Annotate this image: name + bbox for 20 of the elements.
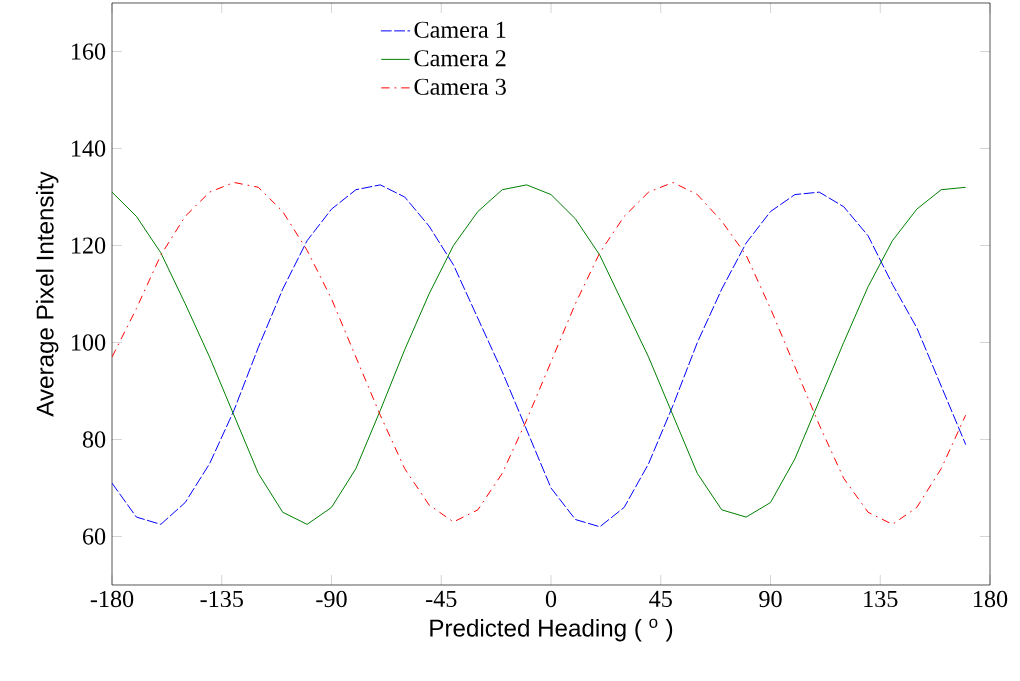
y-tick-label: 100 [71, 334, 106, 351]
y-tick-label: 140 [71, 140, 106, 157]
y-tick-label: 60 [83, 528, 106, 545]
x-tick-label: -45 [426, 590, 457, 608]
x-tick-label: 0 [545, 590, 557, 608]
legend-label: Camera 2 [414, 50, 506, 67]
x-tick-label: -135 [200, 590, 243, 608]
x-tick-label: -180 [90, 590, 134, 608]
y-axis-title: Average Pixel Intensity [35, 171, 59, 417]
y-tick-label: 120 [71, 237, 106, 254]
y-tick-label: 80 [82, 431, 106, 448]
y-tick-label: 160 [71, 43, 106, 60]
x-tick-label: -90 [316, 590, 347, 608]
x-tick-label: 45 [649, 590, 672, 608]
legend-label: Camera 3 [414, 78, 506, 95]
x-axis-title: Predicted Heading ( $^{o}$ ) [430, 618, 673, 642]
x-tick-label: 90 [759, 590, 782, 608]
x-tick-label: 135 [864, 590, 898, 608]
x-tick-label: 180 [974, 590, 1008, 608]
legend-label: Camera 1 [414, 21, 506, 38]
